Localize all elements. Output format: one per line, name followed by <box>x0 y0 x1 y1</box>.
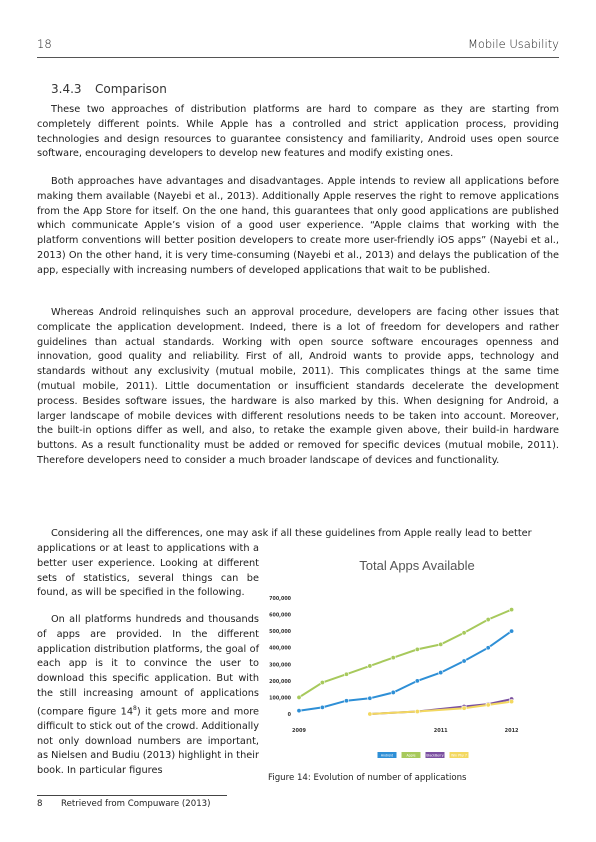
x-tick-label: 2012 <box>505 728 519 734</box>
paragraph-2: Both approaches have advantages and disa… <box>37 176 559 276</box>
paragraph-4-continued: applications or at least to applications… <box>37 543 259 599</box>
data-point <box>296 708 302 714</box>
data-point <box>319 680 325 686</box>
data-point <box>390 655 396 661</box>
legend-label: Win Phy 7 <box>451 754 467 758</box>
section-heading: 3.4.3 Comparison <box>51 82 167 96</box>
y-tick-label: 200,000 <box>269 679 292 685</box>
footnote-text: Retrieved from Compuware (2013) <box>61 799 211 809</box>
paragraph-5-text-a: On all platforms hundreds and thousands … <box>37 614 259 718</box>
paragraph-4-first-line: Considering all the differences, one may… <box>51 528 532 539</box>
footnote-rule <box>37 795 227 796</box>
data-point <box>367 695 373 701</box>
data-point <box>438 641 444 647</box>
data-point <box>319 704 325 710</box>
figure-14: Total Apps Available 700,000 600,000 500,0… <box>267 544 563 770</box>
data-point <box>461 630 467 636</box>
figure-caption: Figure 14: Evolution of number of applic… <box>268 773 467 783</box>
legend-label: Android <box>381 754 393 758</box>
legend-swatch <box>425 752 445 758</box>
data-point <box>343 698 349 704</box>
y-tick-label: 500,000 <box>269 629 292 635</box>
series-line-blackberry <box>369 698 512 715</box>
section-title: Comparison <box>95 82 167 96</box>
legend-label: Apple <box>406 754 415 758</box>
data-point <box>414 709 420 715</box>
paragraph-5: On all platforms hundreds and thousands … <box>37 613 259 779</box>
data-point <box>390 689 396 695</box>
y-tick-label: 400,000 <box>269 646 292 652</box>
y-tick-label: 700,000 <box>269 596 292 602</box>
paragraph-1: These two approaches of distribution pla… <box>37 104 559 160</box>
footnote-mark: 8 <box>37 799 43 809</box>
x-tick-label: 2009 <box>292 728 306 734</box>
data-point <box>343 671 349 677</box>
y-tick-label: 600,000 <box>269 613 292 619</box>
footnote: 8 Retrieved from Compuware (2013) <box>37 799 211 809</box>
page-number: 18 <box>37 37 52 51</box>
paragraph-3: Whereas Android relinquishes such an app… <box>37 307 559 466</box>
y-tick-label: 300,000 <box>269 662 292 668</box>
header-rule <box>37 57 559 58</box>
chart-title: Total Apps Available <box>359 558 474 573</box>
running-title: Mobile Usability <box>467 37 559 51</box>
data-point <box>485 702 491 708</box>
data-point <box>461 705 467 711</box>
data-point <box>461 658 467 664</box>
data-point <box>367 711 373 717</box>
data-point <box>485 645 491 651</box>
y-tick-label: 100,000 <box>269 695 292 701</box>
y-tick-label: 0 <box>288 712 292 718</box>
legend-swatch <box>449 752 469 758</box>
data-point <box>414 646 420 652</box>
legend-swatch <box>401 752 421 758</box>
apps-line-chart: Total Apps Available 700,000 600,000 500,0… <box>269 558 519 758</box>
series-line-apple <box>298 608 512 699</box>
section-number: 3.4.3 <box>51 82 82 96</box>
footnote-reference: 8 <box>133 704 137 712</box>
data-point <box>509 607 515 613</box>
data-point <box>509 699 515 705</box>
paragraph-5-text-b: ) it gets more and more difficult to sti… <box>37 706 260 777</box>
data-point <box>414 678 420 684</box>
x-tick-label: 2011 <box>434 728 448 734</box>
data-point <box>485 617 491 623</box>
data-point <box>509 628 515 634</box>
data-point <box>438 670 444 676</box>
data-point <box>296 694 302 700</box>
legend-swatch <box>377 752 397 758</box>
data-point <box>367 663 373 669</box>
series-line-android <box>298 630 513 712</box>
legend-label: BlackBerry <box>426 754 443 758</box>
